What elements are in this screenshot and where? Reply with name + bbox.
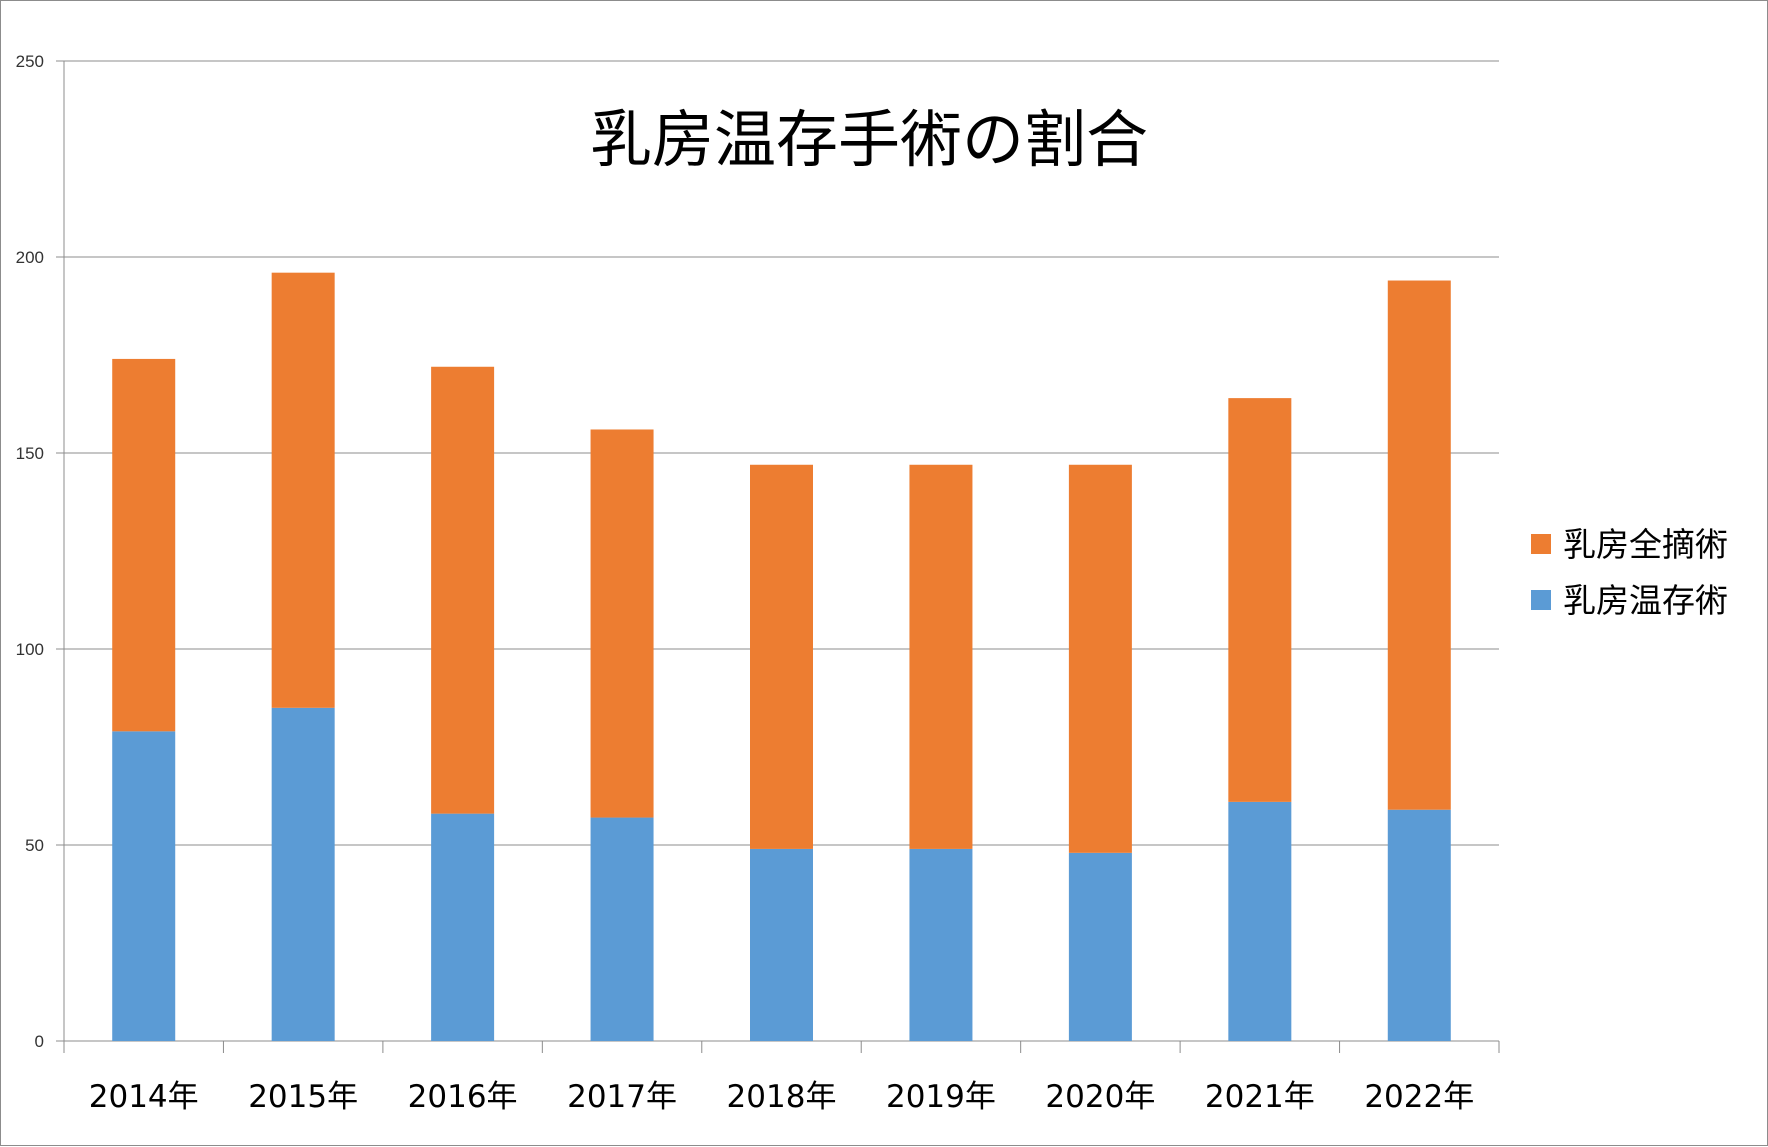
bars xyxy=(112,272,1451,1041)
bar-conserving-2017年 xyxy=(590,817,654,1041)
chart-title: 乳房温存手術の割合 xyxy=(590,103,1148,176)
legend-label: 乳房温存術 xyxy=(1563,581,1728,620)
legend-swatch xyxy=(1531,534,1551,554)
legend-label: 乳房全摘術 xyxy=(1563,525,1728,564)
bar-conserving-2015年 xyxy=(271,707,335,1041)
bar-conserving-2016年 xyxy=(431,813,495,1041)
legend-swatch xyxy=(1531,590,1551,610)
y-tick-label: 150 xyxy=(16,444,44,463)
bar-conserving-2014年 xyxy=(112,731,176,1041)
x-tick-label: 2016年 xyxy=(408,1079,518,1115)
x-tick-labels: 2014年 2015年 2016年 2017年 2018年 2019年 2020年 2021年… xyxy=(89,1079,1474,1115)
y-tick-label: 200 xyxy=(16,248,44,267)
bar-mastectomy-2019年 xyxy=(909,464,973,849)
bar-conserving-2022年 xyxy=(1387,809,1451,1041)
x-tick-label: 2014年 xyxy=(89,1079,199,1115)
bar-mastectomy-2016年 xyxy=(431,366,495,814)
x-tick-label: 2019年 xyxy=(886,1079,996,1115)
bar-mastectomy-2022年 xyxy=(1387,280,1451,810)
bar-conserving-2019年 xyxy=(909,848,973,1041)
y-tick-labels: 0 50 100 150 200 250 xyxy=(16,52,44,1051)
x-tick-label: 2015年 xyxy=(248,1079,358,1115)
y-tick-label: 0 xyxy=(35,1032,44,1051)
x-tick-label: 2018年 xyxy=(727,1079,837,1115)
x-tick-label: 2017年 xyxy=(567,1079,677,1115)
bar-mastectomy-2021年 xyxy=(1228,398,1292,802)
y-tick-label: 100 xyxy=(16,640,44,659)
x-tick-label: 2022年 xyxy=(1364,1079,1474,1115)
bar-mastectomy-2014年 xyxy=(112,358,176,732)
bar-mastectomy-2017年 xyxy=(590,429,654,818)
bar-mastectomy-2015年 xyxy=(271,272,335,708)
y-tick-label: 250 xyxy=(16,52,44,71)
bar-conserving-2018年 xyxy=(750,848,813,1041)
x-tick-label: 2021年 xyxy=(1205,1079,1315,1115)
x-tick-label: 2020年 xyxy=(1045,1079,1155,1115)
bar-mastectomy-2020年 xyxy=(1068,464,1132,853)
y-tick-label: 50 xyxy=(25,836,44,855)
bar-conserving-2021年 xyxy=(1228,801,1292,1041)
bar-mastectomy-2018年 xyxy=(750,464,813,849)
bar-conserving-2020年 xyxy=(1068,852,1132,1041)
